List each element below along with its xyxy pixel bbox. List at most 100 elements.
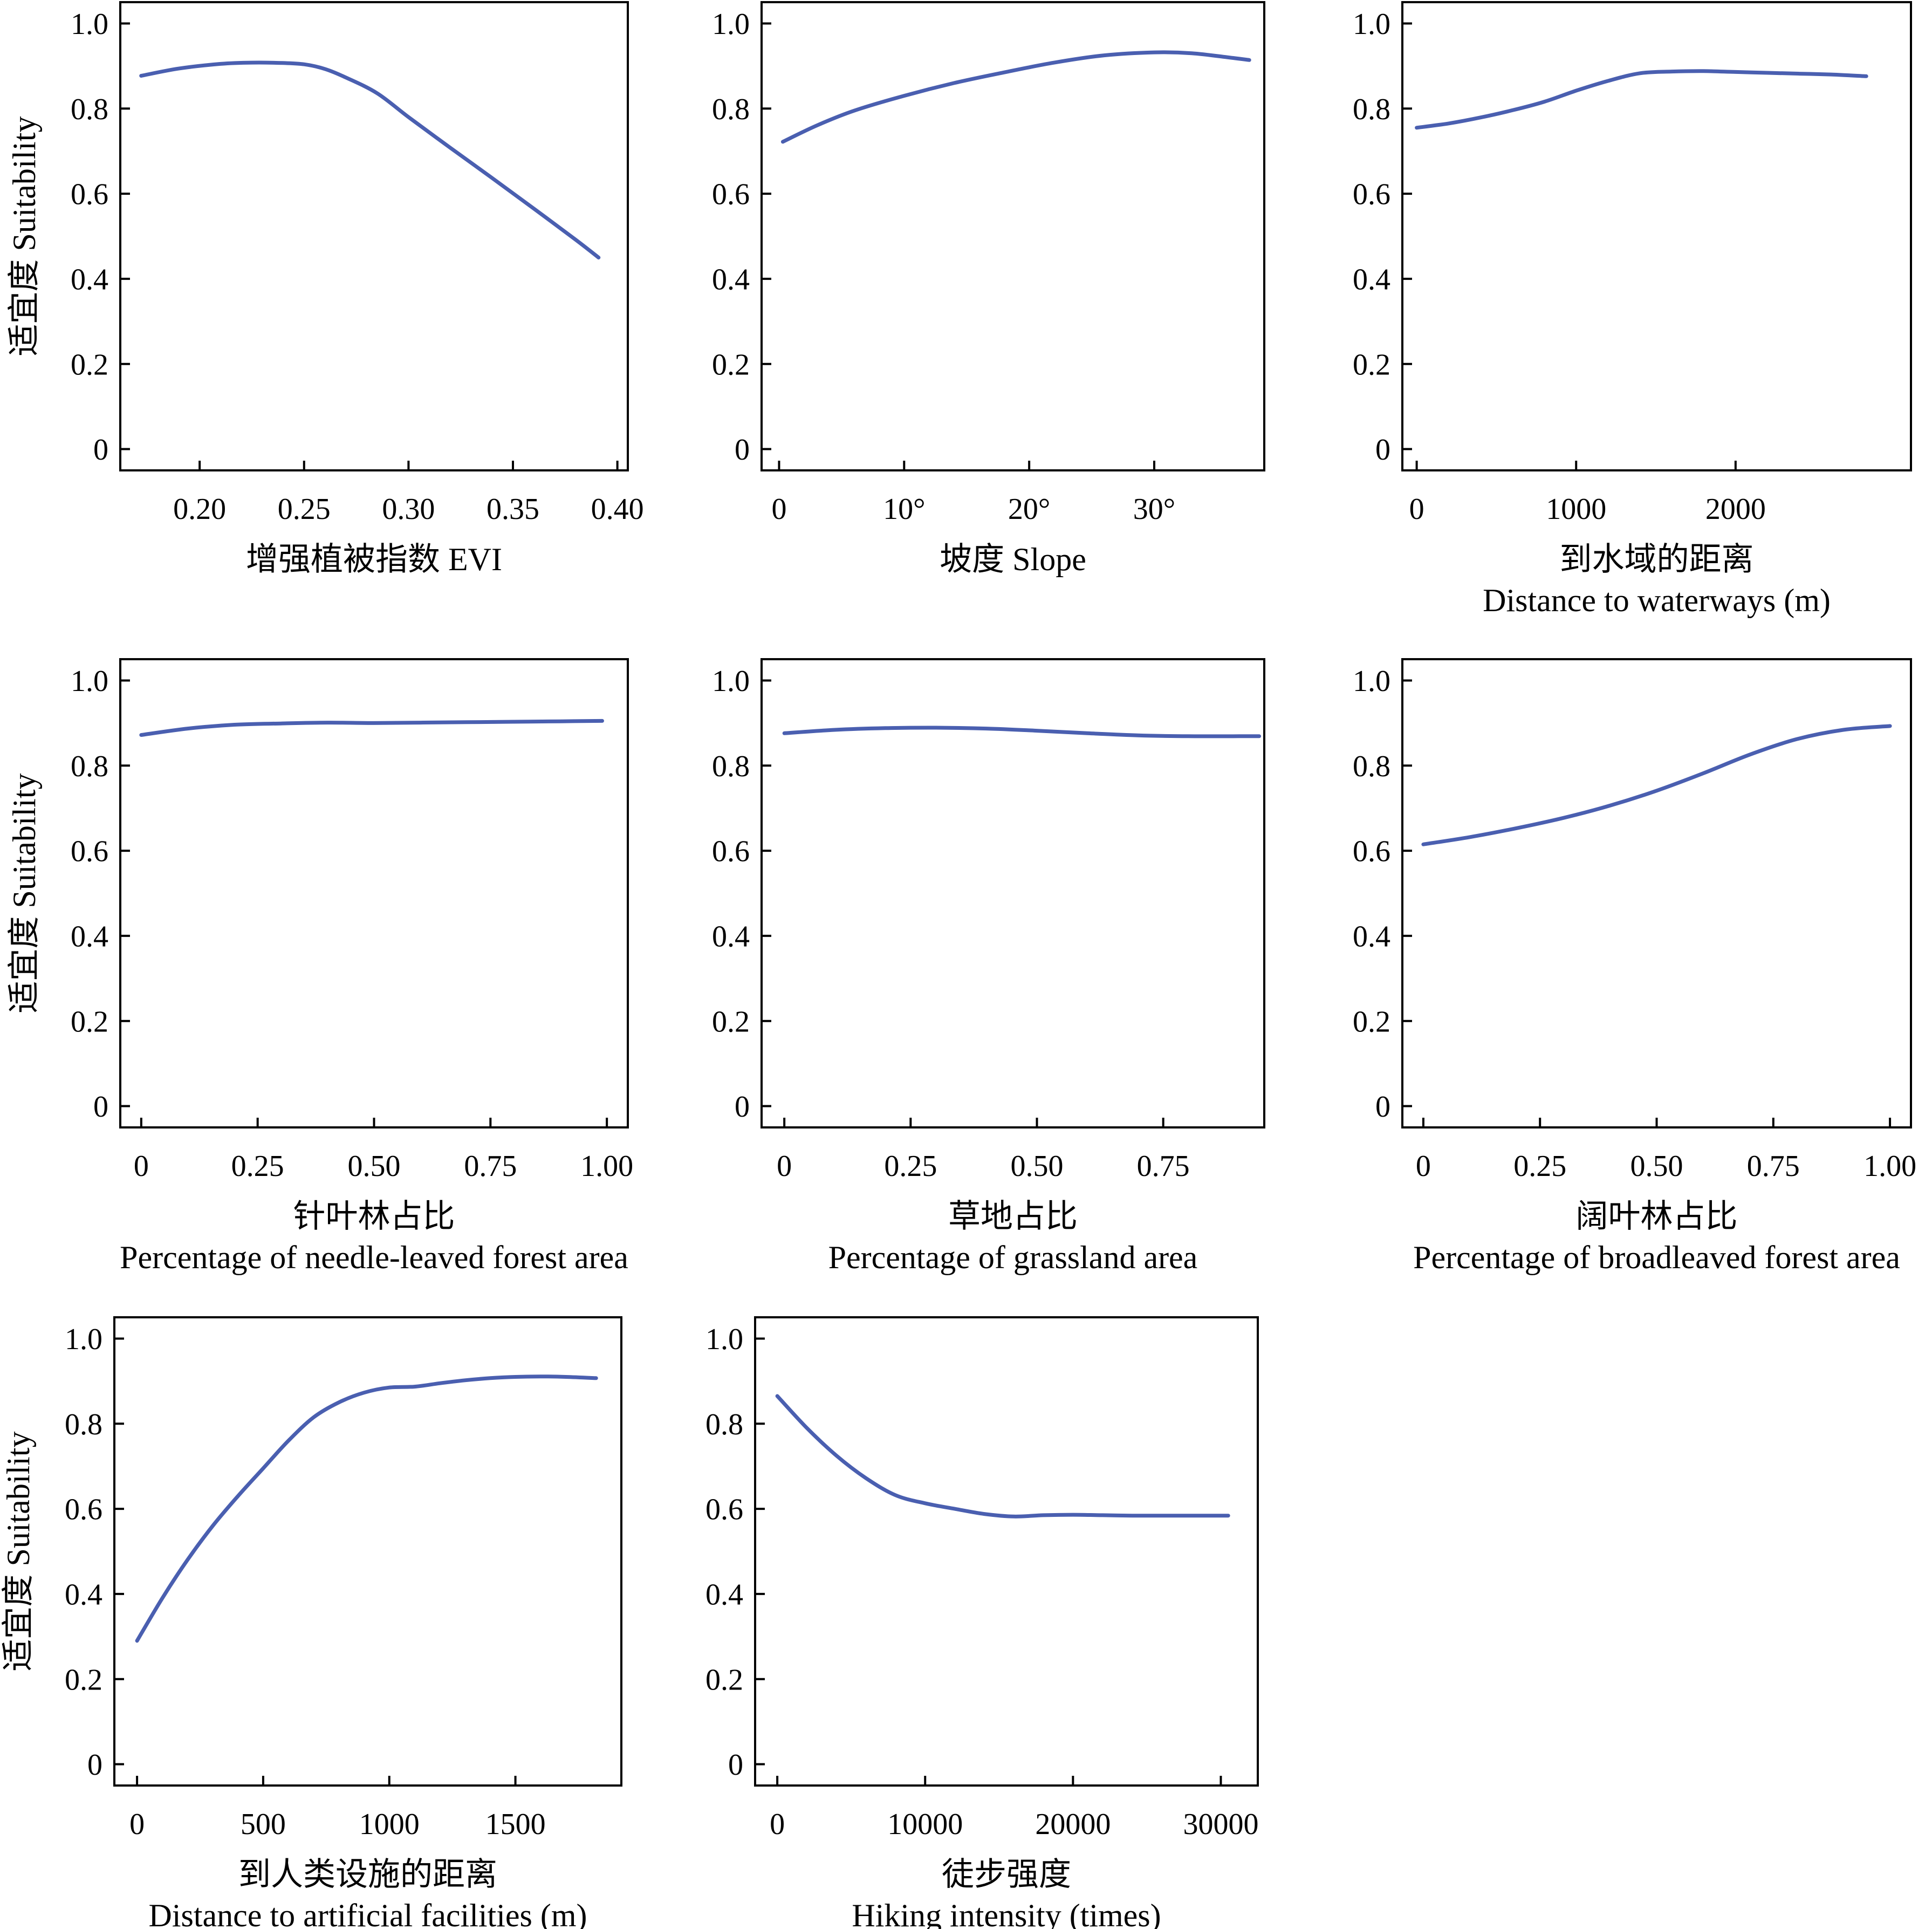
x-tick-label: 0.20	[173, 492, 226, 526]
y-tick-label: 1.0	[712, 665, 750, 698]
series-line	[139, 60, 601, 259]
series-line	[780, 50, 1251, 144]
y-tick-label: 1.0	[71, 665, 108, 698]
plot-frame	[761, 1, 1265, 471]
y-tick-label: 0.8	[1353, 93, 1390, 126]
x-tick-label: 0	[134, 1150, 149, 1183]
chart-panel: 0 0.2 0.4 0.6 0.8 1.0 0 10000 20000 30000 徒步强度 Hiki…	[705, 1316, 1259, 1929]
x-tick-label: 0.50	[1010, 1150, 1063, 1183]
x-tick-label: 10000	[887, 1808, 963, 1841]
x-tick-label: 10°	[883, 492, 925, 526]
x-tick-label: 0	[129, 1808, 145, 1841]
y-tick-label: 0.4	[1353, 263, 1390, 297]
y-tick-label: 0.4	[712, 263, 750, 297]
x-tick-label: 20000	[1035, 1808, 1111, 1841]
y-tick-label: 0.8	[71, 750, 108, 783]
x-axis-label: 增强植被指数 EVI	[246, 542, 502, 577]
x-tick-label: 0.40	[591, 492, 644, 526]
x-tick-label: 0.25	[884, 1150, 937, 1183]
x-tick-label: 20°	[1008, 492, 1050, 526]
y-tick-label: 0.6	[1353, 835, 1390, 868]
y-tick-label: 0	[1375, 433, 1390, 467]
plot-frame	[1401, 1, 1912, 471]
y-axis-label: 适宜度 Suitability	[1, 1431, 36, 1671]
x-tick-label: 1500	[485, 1808, 546, 1841]
y-tick-label: 0.6	[71, 178, 108, 211]
y-tick-label: 0.2	[712, 1005, 750, 1038]
plot-frame	[113, 1316, 622, 1787]
chart-panel: 0 0.2 0.4 0.6 0.8 1.0 0 500 1000 1500 到人类设施的距离 Dist…	[1, 1316, 622, 1929]
y-tick-label: 0	[93, 1090, 108, 1124]
x-tick-label: 0.50	[1630, 1150, 1683, 1183]
x-axis-label: Hiking intensity (times)	[852, 1898, 1161, 1929]
y-tick-label: 0.4	[705, 1578, 743, 1612]
plot-frame	[761, 658, 1265, 1128]
y-tick-label: 0.8	[712, 750, 750, 783]
y-tick-label: 0	[87, 1748, 102, 1782]
y-tick-label: 1.0	[65, 1323, 102, 1356]
series-line	[782, 726, 1262, 738]
x-tick-label: 0.75	[1747, 1150, 1800, 1183]
x-axis-label: Distance to waterways (m)	[1483, 583, 1831, 618]
x-tick-label: 0	[771, 492, 786, 526]
y-axis-label: 适宜度 Suitability	[6, 116, 42, 356]
y-tick-label: 0.8	[1353, 750, 1390, 783]
chart-panel: 0 0.2 0.4 0.6 0.8 1.0 0 1000 2000 到水域的距离 Distance …	[1353, 1, 1912, 618]
x-axis-label: 针叶林占比	[293, 1199, 455, 1234]
x-tick-label: 0.25	[278, 492, 331, 526]
y-tick-label: 0.6	[712, 178, 750, 211]
y-tick-label: 0.6	[1353, 178, 1390, 211]
y-tick-label: 0	[735, 433, 750, 467]
plot-frame	[119, 1, 629, 471]
y-tick-label: 0	[93, 433, 108, 467]
chart-panel: 0 0.2 0.4 0.6 0.8 1.0 0.20 0.25 0.30 0.35 0.40 增强植被…	[6, 1, 644, 577]
x-axis-label: 草地占比	[948, 1199, 1078, 1234]
x-tick-label: 0.35	[487, 492, 539, 526]
series-line	[139, 719, 604, 737]
y-tick-label: 0.6	[65, 1493, 102, 1527]
x-tick-label: 0	[1416, 1150, 1431, 1183]
y-tick-label: 0.8	[712, 93, 750, 126]
y-tick-label: 0.4	[65, 1578, 102, 1612]
x-axis-label: 到人类设施的距离	[238, 1857, 497, 1892]
x-axis-label: 阔叶林占比	[1576, 1199, 1738, 1234]
y-tick-label: 1.0	[1353, 8, 1390, 41]
y-tick-label: 0.6	[712, 835, 750, 868]
y-tick-label: 0.8	[705, 1408, 743, 1441]
series-line	[135, 1374, 598, 1643]
x-axis-label: Percentage of needle-leaved forest area	[120, 1240, 628, 1275]
x-tick-label: 0.50	[348, 1150, 401, 1183]
y-tick-label: 0	[735, 1090, 750, 1124]
x-tick-label: 30000	[1183, 1808, 1258, 1841]
y-tick-label: 0.8	[65, 1408, 102, 1441]
y-tick-label: 0.6	[71, 835, 108, 868]
y-tick-label: 0.4	[1353, 920, 1390, 954]
y-tick-label: 1.0	[1353, 665, 1390, 698]
y-tick-label: 1.0	[705, 1323, 743, 1356]
y-tick-label: 0.4	[71, 920, 108, 954]
x-tick-label: 0.25	[1513, 1150, 1566, 1183]
x-axis-label: 徒步强度	[942, 1857, 1071, 1892]
x-tick-label: 0	[777, 1150, 792, 1183]
x-axis-label: 坡度 Slope	[940, 542, 1086, 577]
y-axis-label: 适宜度 Suitability	[6, 773, 42, 1013]
x-tick-label: 0.30	[382, 492, 435, 526]
y-tick-label: 0.2	[71, 1005, 108, 1038]
x-tick-label: 1000	[1546, 492, 1606, 526]
chart-panel: 0 0.2 0.4 0.6 0.8 1.0 0 0.25 0.50 0.75 草地占比 Percent…	[712, 658, 1265, 1275]
y-tick-label: 0.2	[712, 348, 750, 381]
y-tick-label: 0.2	[65, 1663, 102, 1697]
x-tick-label: 0.25	[231, 1150, 284, 1183]
chart-panel: 00.20.40.60.81.00 0.25 0.50 0.75 1.00针叶林占比Pe…	[6, 658, 633, 1275]
y-tick-label: 0.2	[71, 348, 108, 381]
x-tick-label: 0.75	[1137, 1150, 1190, 1183]
series-line	[1421, 724, 1892, 846]
x-tick-label: 0	[1409, 492, 1424, 526]
x-axis-label: Distance to artificial facilities (m)	[149, 1898, 587, 1929]
y-tick-label: 1.0	[712, 8, 750, 41]
x-tick-label: 30°	[1133, 492, 1175, 526]
x-axis-label: Percentage of broadleaved forest area	[1413, 1240, 1900, 1275]
y-tick-label: 1.0	[71, 8, 108, 41]
y-tick-label: 0	[728, 1748, 743, 1782]
series-line	[1415, 69, 1868, 130]
